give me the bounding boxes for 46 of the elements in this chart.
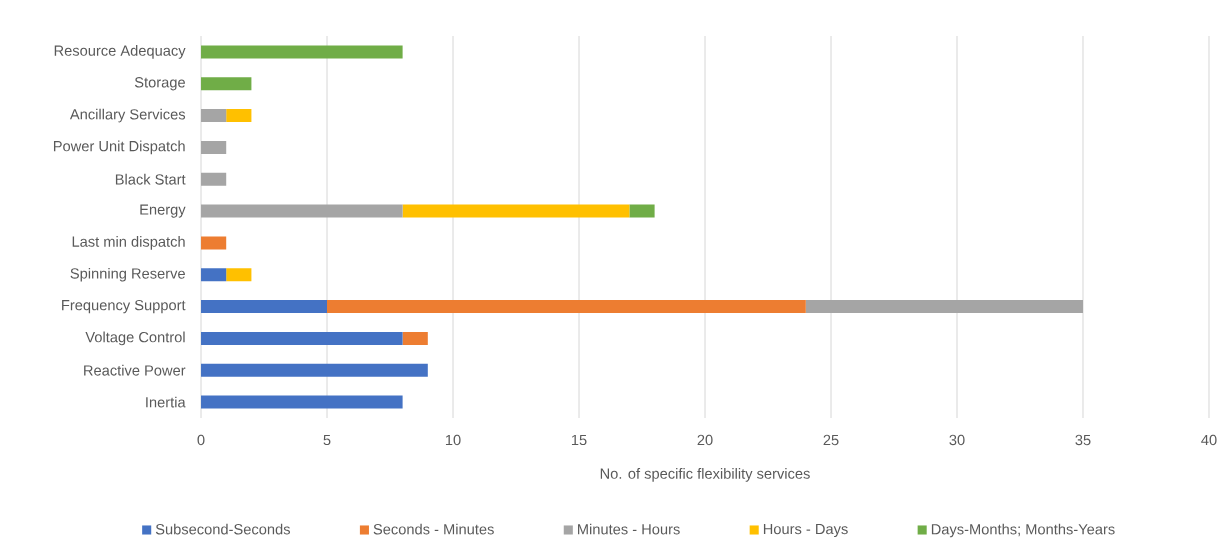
bar [226,109,252,123]
bar [327,300,806,314]
x-tick-label: 40 [1201,434,1217,446]
bar [201,45,403,59]
y-tick-label: Black Start [115,173,186,185]
bar [201,204,403,218]
y-tick-label: Voltage Control [85,331,185,346]
bar [402,331,428,345]
y-tick-label: Storage [134,77,185,91]
bar [201,363,428,377]
bar [201,236,227,250]
legend-label: Seconds - Minutes [373,523,494,535]
y-tick-label: Reactive Power [84,364,186,376]
y-tick-label: Power Unit Dispatch [53,140,185,155]
bar [201,109,227,123]
bar [201,331,403,345]
y-tick-label: Spinning Reserve [70,267,185,282]
legend-label: Subsecond-Seconds [155,523,291,535]
x-tick-label: 20 [697,434,713,446]
bar [201,268,227,282]
x-tick-label: 0 [197,434,205,446]
x-tick-label: 35 [1075,434,1091,446]
legend-label: Hours - Days [763,523,848,538]
y-tick-label: Resource Adequacy [54,45,186,59]
bar [201,172,227,186]
y-tick-label: Inertia [146,396,186,408]
bar [805,300,1083,314]
y-tick-label: Frequency Support [62,299,186,314]
x-tick-label: 15 [571,434,587,446]
bar [629,204,655,218]
bar [226,268,252,282]
bar [201,395,403,409]
x-tick-label: 10 [445,434,461,446]
bar [201,140,227,154]
bar [201,300,328,314]
y-tick-label: Energy [140,204,186,218]
legend-label: Days-Months; Months-Years [931,523,1115,538]
x-tick-label: 30 [949,434,965,446]
legend-label: Minutes - Hours [578,523,680,535]
bar [201,77,252,91]
x-tick-label: 25 [823,434,839,446]
bar [402,204,630,218]
y-tick-label: Ancillary Services [69,108,186,123]
y-tick-label: Last min dispatch [72,236,185,250]
x-tick-label: 5 [323,434,331,446]
x-axis-title: No. of specific flexibility services [600,468,810,482]
